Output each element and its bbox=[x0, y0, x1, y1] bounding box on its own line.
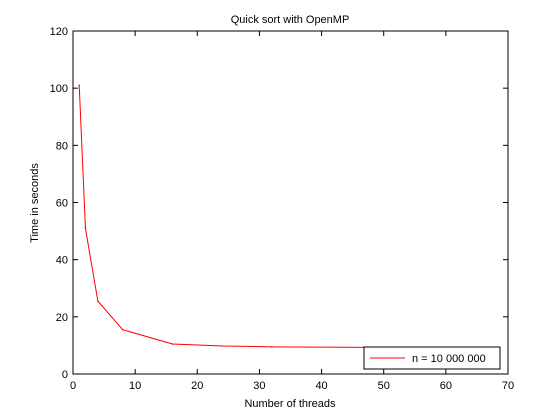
data-point bbox=[84, 227, 87, 230]
legend-label: n = 10 000 000 bbox=[412, 353, 486, 365]
data-point bbox=[271, 346, 273, 348]
y-axis-label: Time in seconds bbox=[29, 163, 41, 243]
axes: 0 10 20 30 40 50 60 70 0 20 40 60 80 100 120 bbox=[50, 26, 514, 392]
legend: n = 10 000 000 bbox=[363, 346, 501, 370]
x-tick-label: 0 bbox=[70, 380, 76, 392]
data-point bbox=[171, 343, 174, 345]
y-tick-label: 0 bbox=[62, 369, 68, 381]
x-tick-label: 10 bbox=[129, 380, 141, 392]
data-point bbox=[97, 300, 99, 302]
y-tick-label: 80 bbox=[56, 140, 68, 152]
legend-box bbox=[363, 346, 501, 370]
data-point bbox=[121, 328, 124, 331]
x-tick-label: 40 bbox=[315, 380, 327, 392]
y-tick-label: 20 bbox=[56, 312, 68, 324]
x-tick-label: 50 bbox=[378, 380, 390, 392]
x-axis-label: Number of threads bbox=[244, 398, 336, 410]
y-tick-label: 120 bbox=[50, 26, 68, 38]
data-point bbox=[221, 345, 223, 347]
y-tick-label: 60 bbox=[56, 198, 68, 210]
y-tick-label: 100 bbox=[50, 83, 68, 95]
x-tick-label: 60 bbox=[440, 380, 452, 392]
x-tick-label: 20 bbox=[191, 380, 203, 392]
plot-area-frame bbox=[72, 30, 509, 375]
y-tick-label: 40 bbox=[56, 255, 68, 267]
chart-title: Quick sort with OpenMP bbox=[231, 14, 350, 26]
x-tick-label: 30 bbox=[253, 380, 265, 392]
data-point bbox=[78, 84, 81, 87]
x-tick-label: 70 bbox=[502, 380, 514, 392]
series-layer bbox=[78, 84, 373, 349]
series-line bbox=[78, 85, 372, 348]
